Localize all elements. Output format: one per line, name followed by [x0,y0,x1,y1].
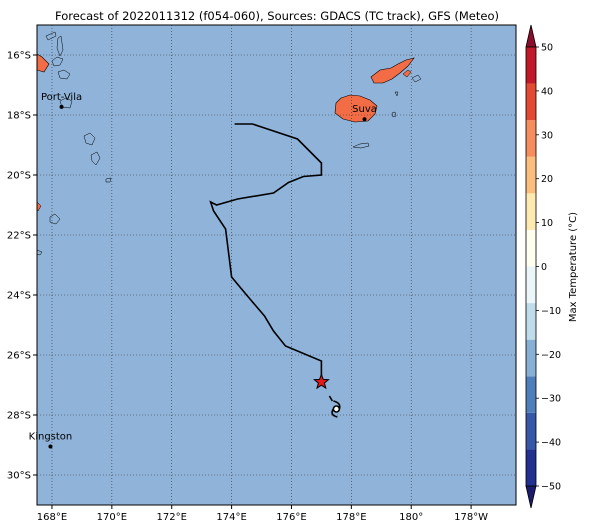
colorbar-band [526,339,536,377]
cyclone-track [209,123,341,418]
new-caledonia-edge [37,201,42,212]
vanuatu-island-3 [51,56,64,67]
map-frame [36,24,517,506]
colorbar-tick-label: −50 [541,482,561,493]
colorbar-band [526,47,536,84]
fiji-viti-levu [334,94,378,123]
land-layer [37,31,422,256]
colorbar-tick-label: 30 [541,130,553,141]
current-position-star [312,373,330,390]
colorbar-tick-label: 0 [541,262,547,273]
track-line [209,123,323,382]
y-tick-label: 22°S [7,231,31,242]
colorbar-tick-label: −40 [541,438,561,449]
colorbar-band [526,193,536,230]
x-tick-label: 178°W [454,512,488,523]
colorbar-tick-label: −10 [541,306,561,317]
vanuatu-espiritu-santo [37,53,50,73]
vanuatu-tanna [90,151,101,166]
vanuatu-island-4 [57,69,71,80]
x-tick-label: 178°E [336,512,366,523]
city-label: Kingston [29,432,73,443]
colorbar-band [526,449,536,486]
fiji-lau-3 [394,91,399,97]
colorbar-tick-label: −20 [541,350,561,361]
colorbar-tick-label: 20 [541,174,553,185]
fiji-kadavu [352,142,370,149]
city-label: Suva [352,104,377,115]
colorbar-band [526,266,536,304]
x-tick-label: 168°E [37,512,67,523]
loyalty-island-2 [37,249,43,256]
x-tick-label: 176°E [276,512,306,523]
x-tick-label: 180° [399,512,423,523]
cyclone-symbol-icon [328,395,341,418]
colorbar-band [526,303,536,340]
map-panel: Port-Vila Suva Kingston [29,24,517,506]
x-tick-label: 174°E [216,512,246,523]
colorbar-band [526,412,536,450]
y-tick-label: 20°S [7,171,31,182]
colorbar-tick-label: 10 [541,218,553,229]
vanuatu-island-1 [45,31,57,41]
colorbar-band [526,120,536,157]
colorbar-tick-label: 40 [541,86,553,97]
city-label: Port-Vila [41,92,82,103]
city-dot [362,117,367,122]
y-tick-label: 18°S [7,111,31,122]
city-kingston: Kingston [29,432,73,449]
colorbar-tick-label: 50 [541,43,553,54]
y-tick-label: 26°S [7,351,31,362]
city-markers: Port-Vila Suva Kingston [29,92,377,449]
colorbar: 50 40 30 20 10 0 −10 −20 −30 −40 −50 [525,24,561,509]
city-port-vila: Port-Vila [41,92,82,109]
colorbar-tick-label: −30 [541,394,561,405]
colorbar-extend-min [525,485,537,509]
colorbar-band [526,156,536,194]
fiji-lau-2 [391,111,397,118]
city-suva: Suva [352,104,377,122]
vanuatu-island-2 [56,35,64,57]
x-axis-ticks: 168°E 170°E 172°E 174°E 176°E 178°E 180° 178°W [37,505,488,523]
city-dot [48,444,53,449]
y-axis-ticks: 16°S 18°S 20°S 22°S 24°S 26°S 28°S 30°S [7,51,37,482]
fiji-lau-1 [411,74,422,83]
colorbar-label: Max Temperature (°C) [568,212,579,322]
colorbar-band [526,229,536,267]
gridlines [37,25,516,505]
colorbar-band [526,83,536,121]
vanuatu-aneityum [105,177,112,183]
fiji-taveuni [402,69,412,78]
ocean-background [37,25,516,505]
y-tick-label: 28°S [7,411,31,422]
colorbar-band [526,376,536,413]
colorbar-extend-max [525,24,537,48]
x-tick-label: 170°E [97,512,127,523]
figure-title: Forecast of 2022011312 (f054-060), Sourc… [55,9,499,23]
city-dot [59,104,64,109]
loyalty-island [49,213,61,225]
x-tick-label: 172°E [157,512,187,523]
y-tick-label: 30°S [7,471,31,482]
y-tick-label: 24°S [7,291,31,302]
y-tick-label: 16°S [7,51,31,62]
vanuatu-erromango [83,132,96,146]
